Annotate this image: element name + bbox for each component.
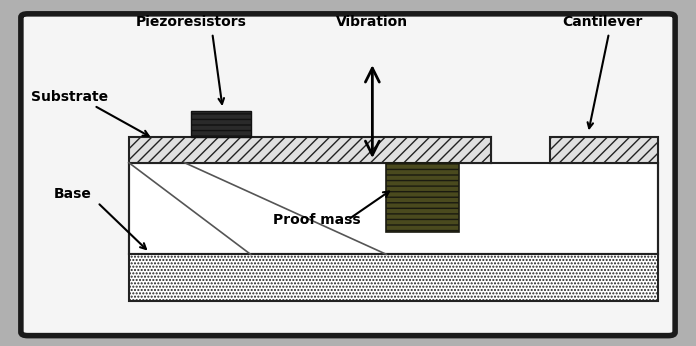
Bar — [129, 137, 491, 163]
FancyBboxPatch shape — [21, 14, 675, 336]
Text: Cantilever: Cantilever — [562, 16, 642, 29]
Text: Substrate: Substrate — [31, 90, 108, 104]
Text: Base: Base — [54, 187, 92, 201]
Bar — [550, 137, 658, 163]
Text: Vibration: Vibration — [336, 16, 409, 29]
Text: Piezoresistors: Piezoresistors — [136, 16, 247, 29]
Bar — [129, 254, 658, 301]
Bar — [191, 111, 251, 137]
Text: Proof mass: Proof mass — [273, 213, 361, 227]
Bar — [129, 163, 658, 254]
Bar — [386, 163, 459, 232]
